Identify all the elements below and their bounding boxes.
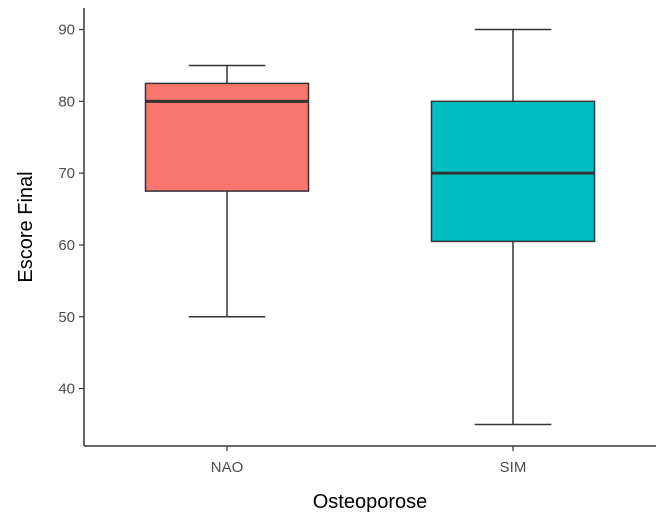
x-axis-title: Osteoporose	[313, 491, 428, 513]
y-tick-label: 90	[58, 22, 75, 39]
y-axis-title: Escore Final	[15, 171, 37, 282]
y-tick-label: 80	[58, 93, 75, 110]
box-iqr	[144, 82, 310, 192]
y-tick-label: 70	[58, 165, 75, 182]
x-axis-ticks: NAO SIM	[211, 446, 527, 476]
box-sim	[430, 28, 596, 426]
y-tick-label: 60	[58, 237, 75, 254]
x-tick-label: SIM	[500, 459, 527, 476]
x-tick-label: NAO	[211, 459, 244, 476]
y-tick-label: 50	[58, 309, 75, 326]
y-tick-label: 40	[58, 381, 75, 398]
box-nao	[144, 64, 310, 318]
box-iqr	[430, 100, 596, 243]
y-axis-ticks: 40 50 60 70 80 90	[58, 22, 84, 398]
boxes-layer	[144, 28, 596, 426]
